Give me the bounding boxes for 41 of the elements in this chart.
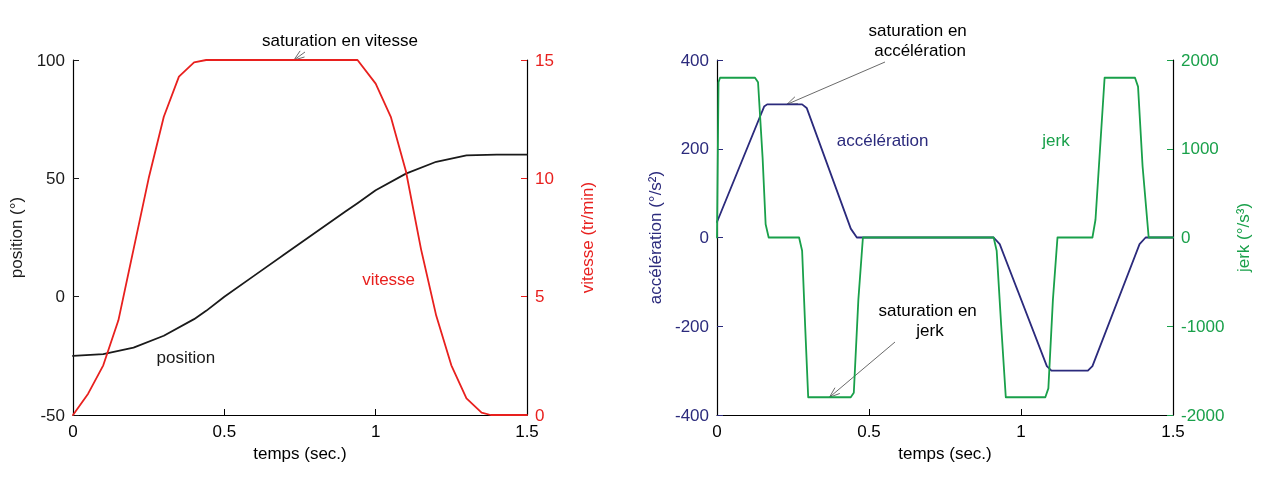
y2-axis-title: jerk (°/s³) [1234,202,1254,274]
x-tick-label: 0.5 [857,422,881,441]
y2-tick-label: 15 [535,50,554,70]
y2-tick-label: 10 [535,168,554,188]
x-tick-label: 0.5 [212,422,237,441]
series-label: accélération [836,131,929,151]
series-label: vitesse [362,269,416,289]
annotation: saturation en vitesse [262,30,418,50]
y-tick-label: 200 [680,139,709,159]
y-tick-label: 50 [46,168,65,188]
annotation: saturation en jerk [878,300,982,340]
y2-tick-label: 2000 [1181,50,1219,70]
series-label: jerk [1041,131,1071,151]
y2-tick-label: 5 [535,287,545,307]
x-tick-label: 1.5 [515,422,539,441]
y2-tick-label: 1000 [1181,139,1219,159]
annotation: saturation en accélération [868,20,972,60]
y-tick-label: 0 [699,228,709,247]
y-tick-label: -50 [40,405,65,425]
y-tick-label: -400 [674,405,709,425]
y2-tick-label: -2000 [1181,405,1225,425]
x-tick-label: 1.5 [1161,422,1185,441]
y-tick-label: 100 [36,50,65,70]
x-tick-label: 0 [712,422,722,441]
y2-tick-label: 0 [1181,228,1191,247]
y-tick-label: -200 [674,316,709,336]
y-tick-label: 400 [680,50,709,70]
series-label: position [156,348,216,368]
x-axis-title: temps (sec.) [253,444,347,463]
y2-tick-label: -1000 [1181,316,1225,336]
y-axis-title: accélération (°/s²) [646,170,666,305]
y2-axis-title: vitesse (tr/min) [578,181,597,294]
x-tick-label: 1 [1016,422,1026,441]
line-series [72,59,528,416]
x-axis-title: temps (sec.) [898,444,992,463]
x-tick-label: 0 [68,422,78,441]
y2-tick-label: 0 [535,405,545,425]
y-tick-label: 0 [55,287,65,307]
line-series [716,76,1174,399]
x-tick-label: 1 [370,422,381,441]
y-axis-title: position (°) [7,196,26,279]
